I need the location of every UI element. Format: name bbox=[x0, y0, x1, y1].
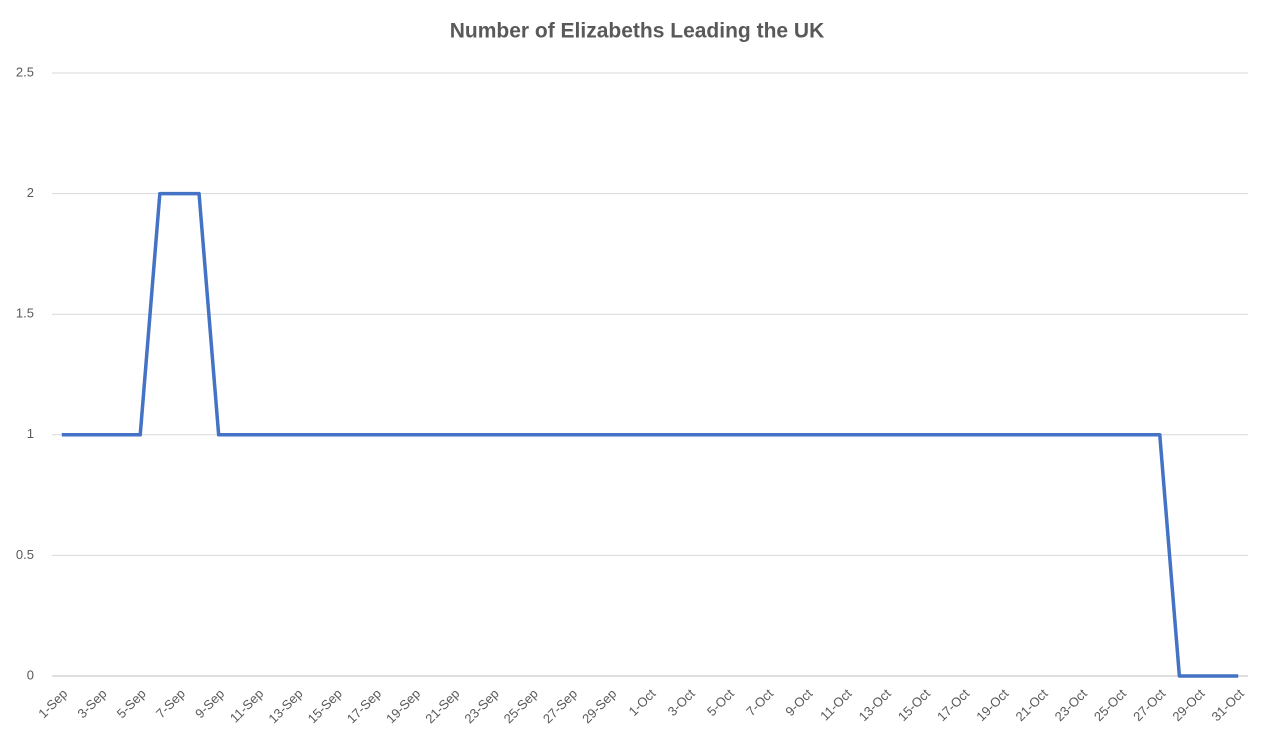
y-tick-label: 0.5 bbox=[16, 547, 34, 562]
y-tick-label: 0 bbox=[27, 667, 34, 682]
y-tick-label: 2 bbox=[27, 185, 34, 200]
chart-title: Number of Elizabeths Leading the UK bbox=[450, 20, 825, 43]
y-tick-label: 1 bbox=[27, 426, 34, 441]
data-line bbox=[61, 191, 1239, 678]
y-tick-label: 2.5 bbox=[16, 64, 34, 79]
y-tick-label: 1.5 bbox=[16, 306, 34, 321]
